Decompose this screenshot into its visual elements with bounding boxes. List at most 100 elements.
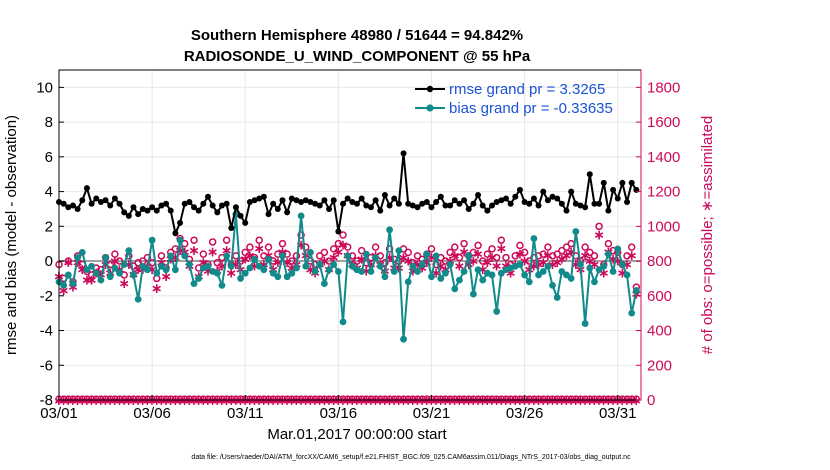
rmse-point [167,207,174,214]
rmse-point [335,228,342,235]
obs-bottom-assimilated-point: ∗ [496,394,507,409]
obs-bottom-assimilated-point: ∗ [608,394,619,409]
obs-assimilated-point: ∗ [505,265,517,281]
obs-bottom-possible-point [278,395,287,403]
bias-point [185,261,193,268]
obs-bottom-possible-point [292,395,301,403]
rmse-point [69,202,76,209]
obs-bottom-possible-point [623,395,631,403]
obs-bottom-possible-point [101,395,110,403]
obs-assimilated-point: ∗ [435,259,447,275]
obs-bottom-possible-point [474,395,482,403]
obs-assimilated-point: ∗ [547,257,559,273]
bias-point [418,261,426,268]
x-tick-label: 03/21 [413,405,451,422]
rmse-point [321,197,328,204]
rmse-point [218,202,225,209]
rmse-point [526,200,533,207]
obs-assimilated-point: ∗ [430,265,442,281]
rmse-point [540,188,547,195]
legend-rmse-marker [426,85,434,93]
obs-assimilated-point: ∗ [458,245,470,261]
y-axis-label-left: rmse and bias (model - observation) [3,115,20,355]
y-axis-label-right: # of obs: o=possible; ∗=assimilated [699,116,716,355]
obs-bottom-possible-point [576,395,585,403]
obs-assimilated-point: ∗ [305,262,317,278]
obs-bottom-assimilated-point: ∗ [212,394,223,409]
rmse-point [144,207,151,214]
obs-bottom-possible-point [572,395,580,403]
bias-point [404,278,412,286]
rmse-point [367,204,374,211]
obs-possible-point [460,239,468,248]
rmse-point [79,197,86,204]
obs-bottom-assimilated-point: ∗ [449,394,460,409]
obs-bottom-possible-point [325,395,333,403]
obs-bottom-assimilated-point: ∗ [603,394,614,409]
rmse-point [181,200,188,207]
obs-bottom-assimilated-point: ∗ [193,394,204,409]
obs-bottom-possible-point [180,395,189,403]
rmse-point [256,195,263,202]
obs-bottom-possible-point [227,395,236,403]
rmse-point [121,209,128,216]
rmse-point [326,205,333,212]
obs-assimilated-point: ∗ [272,255,284,271]
obs-bottom-possible-point [558,395,566,403]
obs-bottom-assimilated-point: ∗ [622,394,633,409]
obs-bottom-assimilated-point: ∗ [282,394,293,409]
bias-point [409,262,417,270]
footer-file-path: data file: /Users/raeder/DAI/ATM_forcXX/… [191,454,631,461]
obs-bottom-assimilated-point: ∗ [240,394,251,409]
obs-bottom-possible-point [213,395,222,403]
obs-bottom-possible-point [255,395,263,403]
obs-assimilated-point: ∗ [491,259,503,275]
bias-point [260,266,268,274]
obs-possible-point [255,236,263,244]
bias-point [97,276,105,284]
rmse-point [409,202,416,209]
obs-assimilated-point: ∗ [207,245,219,261]
obs-possible-point [64,257,73,265]
bias-point [237,275,244,282]
obs-bottom-assimilated-point: ∗ [617,394,628,409]
rmse-point [330,197,337,204]
bias-point [241,269,249,277]
obs-bottom-assimilated-point: ∗ [379,394,390,409]
obs-assimilated-point: ∗ [551,255,563,271]
obs-bottom-possible-point [418,395,426,403]
rmse-point [65,204,72,211]
bias-point [414,268,421,275]
obs-bottom-possible-point [264,395,273,403]
obs-assimilated-point: ∗ [472,246,484,262]
rmse-point [498,197,505,204]
obs-bottom-assimilated-point: ∗ [594,394,605,409]
rmse-point [470,200,477,207]
rmse-point [400,150,407,157]
obs-assimilated-point: ∗ [356,252,368,268]
obs-bottom-possible-point [553,395,561,403]
rmse-point [456,200,463,207]
obs-bottom-assimilated-point: ∗ [612,394,623,409]
obs-bottom-possible-point [399,395,408,403]
obs-possible-point [469,248,478,257]
obs-assimilated-point: ∗ [514,246,526,262]
rmse-point [111,195,118,202]
rmse-point [172,230,179,237]
bias-point [372,254,380,261]
rmse-point [237,212,244,219]
rmse-point [298,199,305,205]
obs-possible-point [627,243,636,251]
bias-point [386,226,393,234]
obs-bottom-assimilated-point: ∗ [473,394,484,409]
obs-bottom-possible-point [153,395,161,403]
bias-point [432,252,440,260]
obs-bottom-assimilated-point: ∗ [463,394,474,409]
obs-possible-point [143,253,152,262]
rmse-point [558,200,565,207]
obs-bottom-assimilated-point: ∗ [384,394,395,409]
obs-bottom-assimilated-point: ∗ [501,394,512,409]
rmse-point [493,199,500,205]
obs-bottom-assimilated-point: ∗ [575,394,586,409]
